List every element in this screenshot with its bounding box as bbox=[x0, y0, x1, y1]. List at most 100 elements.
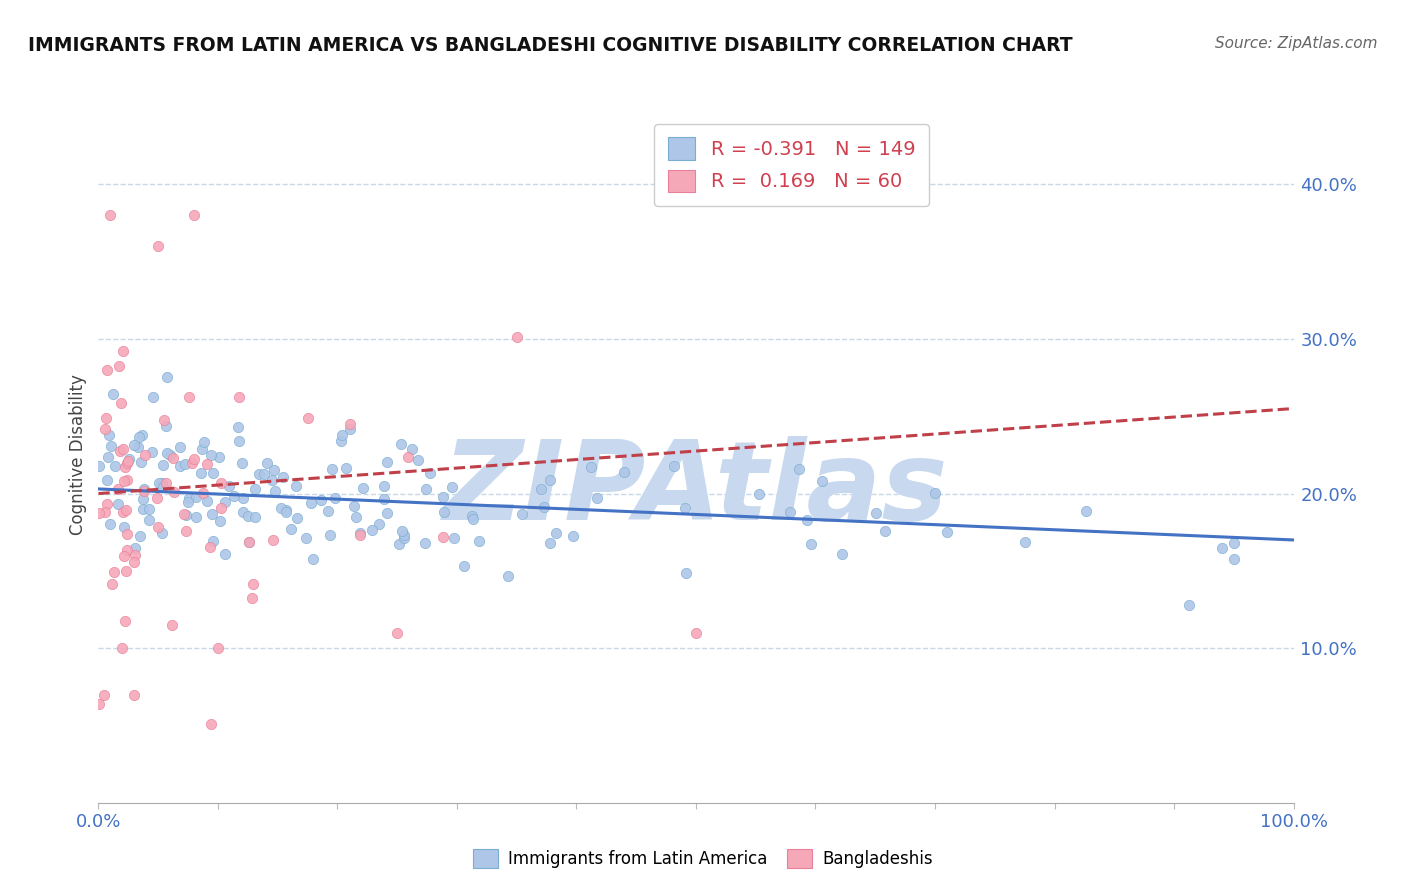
Point bbox=[118, 452, 141, 467]
Point bbox=[339, 417, 361, 431]
Point bbox=[586, 491, 609, 505]
Point bbox=[319, 527, 342, 541]
Point bbox=[238, 509, 260, 524]
Point bbox=[396, 450, 419, 464]
Point bbox=[94, 411, 117, 425]
Point bbox=[93, 688, 115, 702]
Point bbox=[128, 430, 150, 444]
Point bbox=[96, 497, 118, 511]
Point bbox=[202, 466, 225, 480]
Point bbox=[200, 716, 222, 731]
Point bbox=[779, 505, 801, 519]
Point bbox=[110, 396, 132, 410]
Point bbox=[97, 450, 120, 465]
Point bbox=[865, 506, 887, 520]
Point bbox=[117, 453, 139, 467]
Point bbox=[174, 508, 197, 522]
Point bbox=[232, 491, 254, 506]
Point bbox=[262, 533, 284, 547]
Point bbox=[530, 482, 553, 496]
Point bbox=[177, 390, 200, 404]
Point bbox=[453, 558, 475, 573]
Point bbox=[150, 525, 173, 540]
Point bbox=[195, 457, 218, 471]
Point bbox=[321, 462, 343, 476]
Point bbox=[162, 451, 184, 466]
Point bbox=[284, 479, 307, 493]
Point bbox=[146, 519, 169, 533]
Point bbox=[87, 458, 110, 473]
Point bbox=[98, 428, 121, 442]
Point bbox=[94, 422, 117, 436]
Point bbox=[222, 489, 245, 503]
Point bbox=[349, 525, 371, 540]
Point bbox=[238, 535, 260, 549]
Point bbox=[1014, 534, 1036, 549]
Point bbox=[243, 482, 266, 496]
Point bbox=[415, 482, 437, 496]
Point bbox=[96, 363, 118, 377]
Point bbox=[349, 527, 371, 541]
Point bbox=[294, 531, 316, 545]
Point bbox=[103, 566, 125, 580]
Point bbox=[104, 458, 127, 473]
Text: ZIPAtlas: ZIPAtlas bbox=[443, 436, 949, 543]
Point bbox=[148, 476, 170, 491]
Point bbox=[218, 478, 240, 492]
Point bbox=[117, 542, 139, 557]
Point bbox=[419, 466, 441, 480]
Point bbox=[263, 463, 285, 477]
Legend: R = -0.391   N = 149, R =  0.169   N = 60: R = -0.391 N = 149, R = 0.169 N = 60 bbox=[654, 124, 929, 205]
Text: IMMIGRANTS FROM LATIN AMERICA VS BANGLADESHI COGNITIVE DISABILITY CORRELATION CH: IMMIGRANTS FROM LATIN AMERICA VS BANGLAD… bbox=[28, 36, 1073, 54]
Point bbox=[134, 482, 156, 496]
Point bbox=[285, 511, 308, 525]
Point bbox=[124, 541, 146, 555]
Point bbox=[800, 537, 823, 551]
Point bbox=[156, 446, 179, 460]
Point bbox=[107, 497, 129, 511]
Point bbox=[546, 526, 568, 541]
Point bbox=[153, 412, 176, 426]
Point bbox=[675, 500, 697, 515]
Point bbox=[177, 494, 200, 508]
Point bbox=[579, 459, 602, 474]
Point bbox=[810, 474, 832, 488]
Point bbox=[209, 514, 232, 528]
Point bbox=[127, 440, 149, 454]
Point bbox=[685, 625, 707, 640]
Point bbox=[202, 533, 225, 548]
Point bbox=[242, 577, 264, 591]
Point bbox=[561, 529, 583, 543]
Point bbox=[391, 524, 413, 539]
Point bbox=[148, 239, 170, 253]
Point bbox=[309, 492, 332, 507]
Point bbox=[141, 390, 163, 404]
Point bbox=[101, 576, 124, 591]
Point bbox=[344, 509, 367, 524]
Point bbox=[207, 641, 229, 656]
Point bbox=[122, 555, 145, 569]
Point bbox=[375, 455, 398, 469]
Point bbox=[114, 503, 136, 517]
Point bbox=[228, 391, 250, 405]
Point bbox=[150, 475, 173, 490]
Point bbox=[112, 505, 135, 519]
Point bbox=[361, 523, 384, 537]
Point bbox=[134, 448, 156, 462]
Point bbox=[510, 508, 533, 522]
Point bbox=[232, 505, 254, 519]
Point bbox=[342, 499, 364, 513]
Point bbox=[155, 475, 177, 490]
Point bbox=[122, 438, 145, 452]
Point bbox=[413, 536, 436, 550]
Point bbox=[924, 485, 946, 500]
Point bbox=[662, 459, 685, 474]
Point bbox=[506, 329, 529, 343]
Point bbox=[124, 548, 146, 562]
Point bbox=[163, 484, 186, 499]
Point bbox=[209, 501, 232, 516]
Point bbox=[96, 473, 118, 487]
Point bbox=[131, 428, 153, 442]
Point bbox=[253, 467, 276, 482]
Point bbox=[367, 516, 389, 531]
